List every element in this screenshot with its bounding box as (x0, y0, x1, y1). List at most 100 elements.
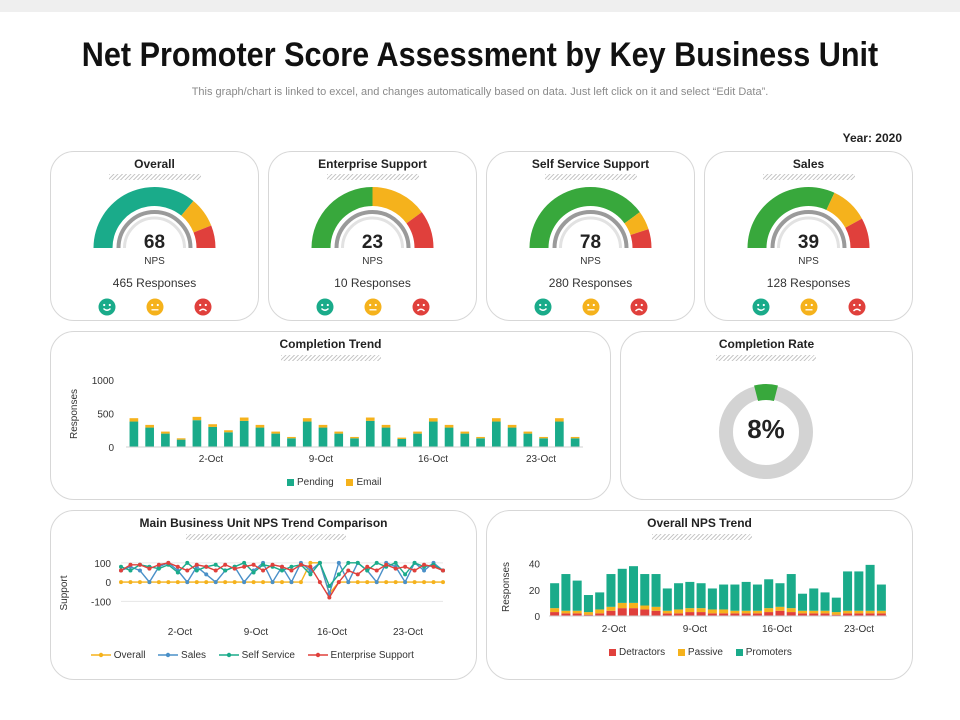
point-enterprise-support (156, 562, 161, 567)
gauge-segment (311, 187, 373, 248)
point-overall (194, 580, 199, 585)
point-enterprise-support (336, 580, 341, 585)
face-eye (417, 303, 420, 307)
face-mouth (321, 308, 329, 311)
gauge-title: Enterprise Support (318, 157, 427, 171)
bar-email (570, 436, 580, 439)
legend-item-self-service: Self Service (218, 650, 295, 661)
page-title: Net Promoter Score Assessment by Key Bus… (81, 36, 879, 74)
point-overall (128, 580, 133, 585)
bar-detractors (831, 614, 841, 616)
bar-passive (572, 610, 582, 614)
face-mouth (539, 308, 547, 311)
point-self-service (156, 566, 161, 571)
gauge-card-sales: Sales 39 NPS 128 Responses (704, 151, 913, 321)
y-tick-label: 100 (94, 559, 111, 570)
bar-detractors (685, 612, 695, 616)
response-count: 128 Responses (766, 276, 851, 290)
bar-detractors (561, 613, 571, 616)
point-sales (336, 560, 341, 565)
bar-promoters (685, 581, 695, 609)
point-sales (185, 580, 190, 585)
y-tick-label: 20 (529, 586, 541, 597)
point-overall (175, 580, 180, 585)
legend-label-self-service: Self Service (241, 650, 295, 661)
bar-detractors (775, 610, 785, 616)
bar-promoters (561, 574, 571, 611)
face-disc (534, 298, 552, 316)
point-sales (147, 580, 152, 585)
point-enterprise-support (119, 568, 123, 573)
face-eye (810, 303, 813, 307)
nps-comparison-chart: Support 100 0 -100 2-Oct 9-Oct 16-Oct 23-Oct (59, 559, 445, 638)
point-enterprise-support (185, 568, 190, 573)
bar-passive (854, 610, 864, 614)
gauge-card-enterprise-support: Enterprise Support 23 NPS 10 Responses (268, 151, 477, 321)
bar-promoters (741, 581, 751, 611)
neutral-face-icon (364, 298, 382, 316)
face-eye (204, 303, 207, 307)
bar-promoters (831, 597, 841, 613)
bar-email (145, 424, 154, 428)
bar-pending (350, 438, 359, 447)
face-disc (316, 298, 334, 316)
point-overall (384, 580, 389, 585)
bar-pending (444, 427, 454, 447)
bar-email (129, 418, 139, 422)
bar-detractors (876, 613, 886, 616)
face-disc (98, 298, 116, 316)
bar-pending (555, 421, 564, 447)
bar-passive (741, 610, 751, 614)
legend-item-email: Email (346, 477, 382, 488)
bar-detractors (741, 613, 751, 616)
bar-detractors (628, 608, 639, 616)
bar-email (318, 424, 328, 428)
bar-promoters (606, 574, 616, 607)
face-eye (369, 303, 372, 307)
point-overall (223, 580, 228, 585)
point-self-service (403, 572, 408, 577)
bar-email (302, 418, 312, 422)
title-underline (281, 355, 381, 361)
point-overall (204, 580, 209, 585)
x-tick-label: 2-Oct (199, 454, 224, 465)
bar-promoters (572, 580, 582, 611)
point-sales (213, 580, 218, 585)
point-overall (261, 580, 266, 585)
face-mouth (635, 308, 643, 312)
gauge-segment (93, 187, 194, 248)
face-eye (539, 303, 542, 307)
point-enterprise-support (213, 568, 218, 573)
completion-trend-card: Completion Trend Responses 1000 500 0 2-Oct 9… (50, 331, 611, 500)
face-eye (544, 303, 547, 307)
bar-email (208, 424, 218, 427)
y-axis-label: Responses (69, 389, 80, 439)
bar-passive (685, 608, 695, 613)
bar-pending (413, 433, 422, 447)
bar-promoters (730, 584, 740, 611)
bar-email (413, 431, 422, 434)
bar-pending (255, 427, 265, 447)
bar-passive (775, 606, 785, 611)
point-self-service (194, 568, 199, 573)
point-enterprise-support (251, 562, 256, 567)
overall-nps-trend-card: Overall NPS Trend Responses 40 20 0 2-Oct 9-O… (486, 510, 913, 680)
bar-pending (224, 432, 233, 447)
point-overall (251, 580, 256, 585)
point-overall (355, 580, 360, 585)
bar-promoters (640, 574, 650, 606)
point-enterprise-support (374, 568, 379, 573)
point-enterprise-support (327, 595, 332, 600)
face-eye (858, 303, 861, 307)
x-tick-label: 16-Oct (762, 624, 792, 635)
face-eye (374, 303, 377, 307)
donut-value-arc (718, 384, 814, 480)
bar-promoters (550, 583, 560, 609)
bar-email (192, 416, 202, 421)
bar-detractors (719, 613, 729, 616)
point-enterprise-support (137, 562, 142, 567)
face-eye (853, 303, 856, 307)
bar-email (350, 436, 359, 439)
nps-comparison-card: Main Business Unit NPS Trend Comparison … (50, 510, 477, 680)
gauge-inner-ring (341, 216, 404, 249)
